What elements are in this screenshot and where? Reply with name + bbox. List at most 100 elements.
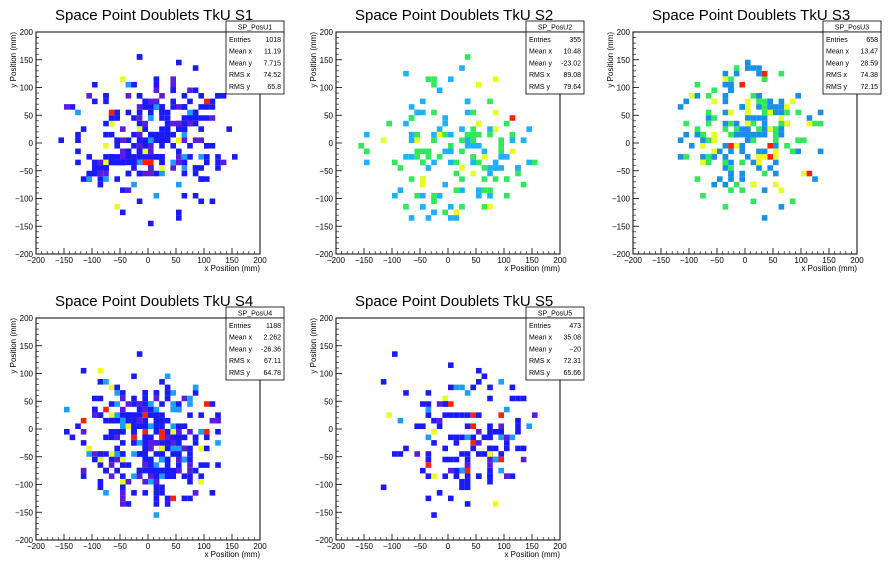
heatmap-cell <box>198 429 204 435</box>
heatmap-cell <box>153 192 160 199</box>
heatmap-cell <box>711 131 717 138</box>
heatmap-cell <box>64 429 70 435</box>
heatmap-cell <box>164 131 171 138</box>
heatmap-cell <box>142 467 148 474</box>
heatmap-cell <box>75 109 81 116</box>
heatmap-cell <box>739 159 745 166</box>
heatmap-cell <box>136 120 143 127</box>
heatmap-cell <box>431 429 437 435</box>
heatmap-cell <box>176 434 182 441</box>
heatmap-cell <box>181 192 188 199</box>
heatmap-cell <box>750 131 757 138</box>
heatmap-cell <box>103 379 109 385</box>
heatmap-cell <box>131 412 137 418</box>
heatmap-cell <box>187 143 193 149</box>
heatmap-cell <box>728 148 734 155</box>
heatmap-cell <box>464 143 471 149</box>
heatmap-cell <box>198 137 204 143</box>
heatmap-cell <box>86 445 92 452</box>
heatmap-cell <box>204 98 210 105</box>
stats-label: RMS x <box>529 72 551 79</box>
heatmap-cell <box>509 384 516 391</box>
heatmap-cell <box>80 126 87 132</box>
heatmap-cell <box>192 170 199 177</box>
heatmap-cell <box>120 209 126 216</box>
heatmap-cell <box>136 451 143 457</box>
heatmap-cell <box>215 429 221 435</box>
heatmap-cell <box>694 93 701 99</box>
heatmap-cell <box>756 70 762 77</box>
heatmap-cell <box>204 154 210 160</box>
heatmap-cell <box>476 187 482 193</box>
heatmap-cell <box>498 423 504 429</box>
heatmap-cell <box>80 417 87 424</box>
heatmap-cell <box>739 170 745 177</box>
heatmap-cell <box>498 456 504 463</box>
heatmap-cell <box>164 467 171 474</box>
heatmap-cell <box>97 412 104 418</box>
stats-label: Mean y <box>826 60 849 67</box>
heatmap-cell <box>476 451 482 457</box>
heatmap-cell <box>64 104 70 110</box>
y-tick-label: 50 <box>24 397 33 406</box>
heatmap-cell <box>442 412 448 418</box>
heatmap-cell <box>187 445 193 452</box>
heatmap-cell <box>187 120 193 127</box>
heatmap-cell <box>198 154 204 160</box>
heatmap-cell <box>198 473 204 479</box>
stats-value: 74.38 <box>860 72 878 79</box>
heatmap-cell <box>125 417 132 424</box>
y-tick-label: −100 <box>15 481 34 490</box>
heatmap-cell <box>187 495 193 502</box>
y-tick-label: 200 <box>617 28 631 37</box>
heatmap-cell <box>153 423 160 429</box>
heatmap-cell <box>481 154 488 160</box>
heatmap-cell <box>733 143 740 149</box>
heatmap-cell <box>159 429 165 435</box>
y-tick-label: 50 <box>621 111 630 120</box>
chart-title: Space Point Doublets TkU S5 <box>355 293 553 310</box>
heatmap-cell <box>170 131 176 138</box>
heatmap-cell <box>761 104 768 110</box>
heatmap-cell <box>97 367 104 374</box>
heatmap-cell <box>464 131 471 138</box>
heatmap-cell <box>136 131 143 138</box>
heatmap-cell <box>733 70 740 77</box>
heatmap-cell <box>453 215 460 221</box>
heatmap-cell <box>392 451 398 457</box>
heatmap-cell <box>420 159 426 166</box>
heatmap-cell <box>761 70 768 77</box>
heatmap-cell <box>767 154 773 160</box>
heatmap-cell <box>728 81 734 88</box>
heatmap-cell <box>745 109 751 116</box>
heatmap-cell <box>487 478 493 485</box>
heatmap-cell <box>142 154 148 160</box>
heatmap-cell <box>204 176 210 182</box>
stats-label: Entries <box>229 37 251 44</box>
stats-value: 79.64 <box>563 84 581 91</box>
heatmap-cell <box>722 109 729 116</box>
heatmap-cell <box>420 204 426 210</box>
heatmap-cell <box>464 390 471 396</box>
y-tick-label: 150 <box>617 56 631 65</box>
heatmap-cell <box>728 143 734 149</box>
chart-title: Space Point Doublets TkU S3 <box>652 7 850 24</box>
heatmap-cell <box>204 445 210 452</box>
heatmap-cell <box>498 429 504 435</box>
heatmap-cell <box>761 109 768 116</box>
heatmap-cell <box>728 187 734 193</box>
heatmap-cell <box>97 379 104 385</box>
heatmap-cell <box>103 143 109 149</box>
heatmap-cell <box>403 70 409 77</box>
heatmap-cell <box>397 451 404 457</box>
stats-label: Mean x <box>529 49 552 56</box>
heatmap-cell <box>442 120 448 127</box>
heatmap-cell <box>120 478 126 485</box>
heatmap-cell <box>170 76 176 82</box>
heatmap-cell <box>164 456 171 463</box>
heatmap-cell <box>459 137 465 143</box>
heatmap-cell <box>108 120 115 127</box>
heatmap-cell <box>778 187 785 193</box>
heatmap-cell <box>464 501 471 507</box>
heatmap-cell <box>97 165 104 171</box>
